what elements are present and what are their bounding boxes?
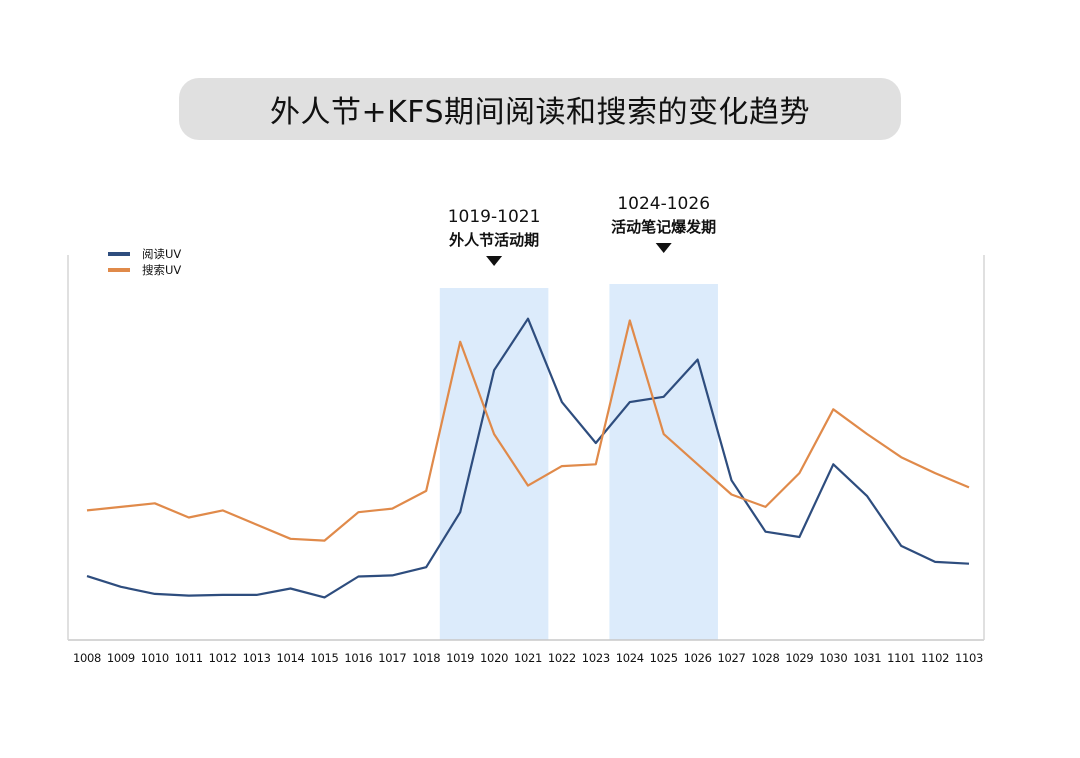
x-tick-label: 1012 [209, 651, 237, 665]
annotation-label: 外人节活动期 [448, 231, 539, 249]
legend-label: 阅读UV [142, 247, 181, 261]
x-tick-label: 1103 [955, 651, 983, 665]
x-tick-label: 1020 [480, 651, 508, 665]
series-line [86, 319, 970, 542]
legend: 阅读UV 搜索UV [108, 247, 181, 277]
x-tick-label: 1023 [582, 651, 610, 665]
x-tick-label: 1029 [785, 651, 813, 665]
x-tick-label: 1019 [446, 651, 474, 665]
x-tick-label: 1014 [276, 651, 304, 665]
chart-axes [67, 255, 985, 641]
x-tick-label: 1013 [243, 651, 271, 665]
x-tick-label: 1030 [819, 651, 847, 665]
annotation-label: 活动笔记爆发期 [611, 218, 716, 236]
x-tick-label: 1031 [853, 651, 881, 665]
x-tick-label: 1026 [684, 651, 712, 665]
x-tick-label: 1102 [921, 651, 949, 665]
annotation-range-label: 1019-1021 [448, 207, 541, 227]
x-tick-label: 1010 [141, 651, 169, 665]
x-tick-label: 1009 [107, 651, 135, 665]
x-tick-label: 1101 [887, 651, 915, 665]
x-tick-label: 1025 [650, 651, 678, 665]
x-tick-label: 1011 [175, 651, 203, 665]
chart-title-box: 外人节+KFS期间阅读和搜索的变化趋势 [179, 78, 901, 140]
x-tick-label: 1027 [717, 651, 745, 665]
annotation-range-label: 1024-1026 [617, 194, 710, 214]
annotation-arrow-icon [486, 256, 503, 266]
x-tick-label: 1017 [378, 651, 406, 665]
x-tick-label: 1022 [548, 651, 576, 665]
series-line [86, 317, 970, 599]
annotation-arrow-icon [655, 243, 672, 253]
highlight-band [439, 288, 549, 640]
chart-title: 外人节+KFS期间阅读和搜索的变化趋势 [269, 95, 811, 130]
x-tick-label: 1021 [514, 651, 542, 665]
x-tick-label: 1024 [616, 651, 644, 665]
x-tick-label: 1008 [73, 651, 101, 665]
x-tick-label: 1028 [751, 651, 779, 665]
series-lines [86, 317, 970, 599]
annotations: 1019-1021 外人节活动期 1024-1026 活动笔记爆发期 [448, 194, 716, 266]
highlight-band [609, 284, 718, 640]
x-tick-label: 1018 [412, 651, 440, 665]
x-tick-label: 1015 [310, 651, 338, 665]
legend-label: 搜索UV [142, 263, 181, 277]
highlight-bands [439, 284, 718, 640]
x-tick-label: 1016 [344, 651, 372, 665]
x-tick-labels: 1008 1009 1010 1011 1012 1013 1014 1015 1016 1017… [73, 651, 983, 665]
